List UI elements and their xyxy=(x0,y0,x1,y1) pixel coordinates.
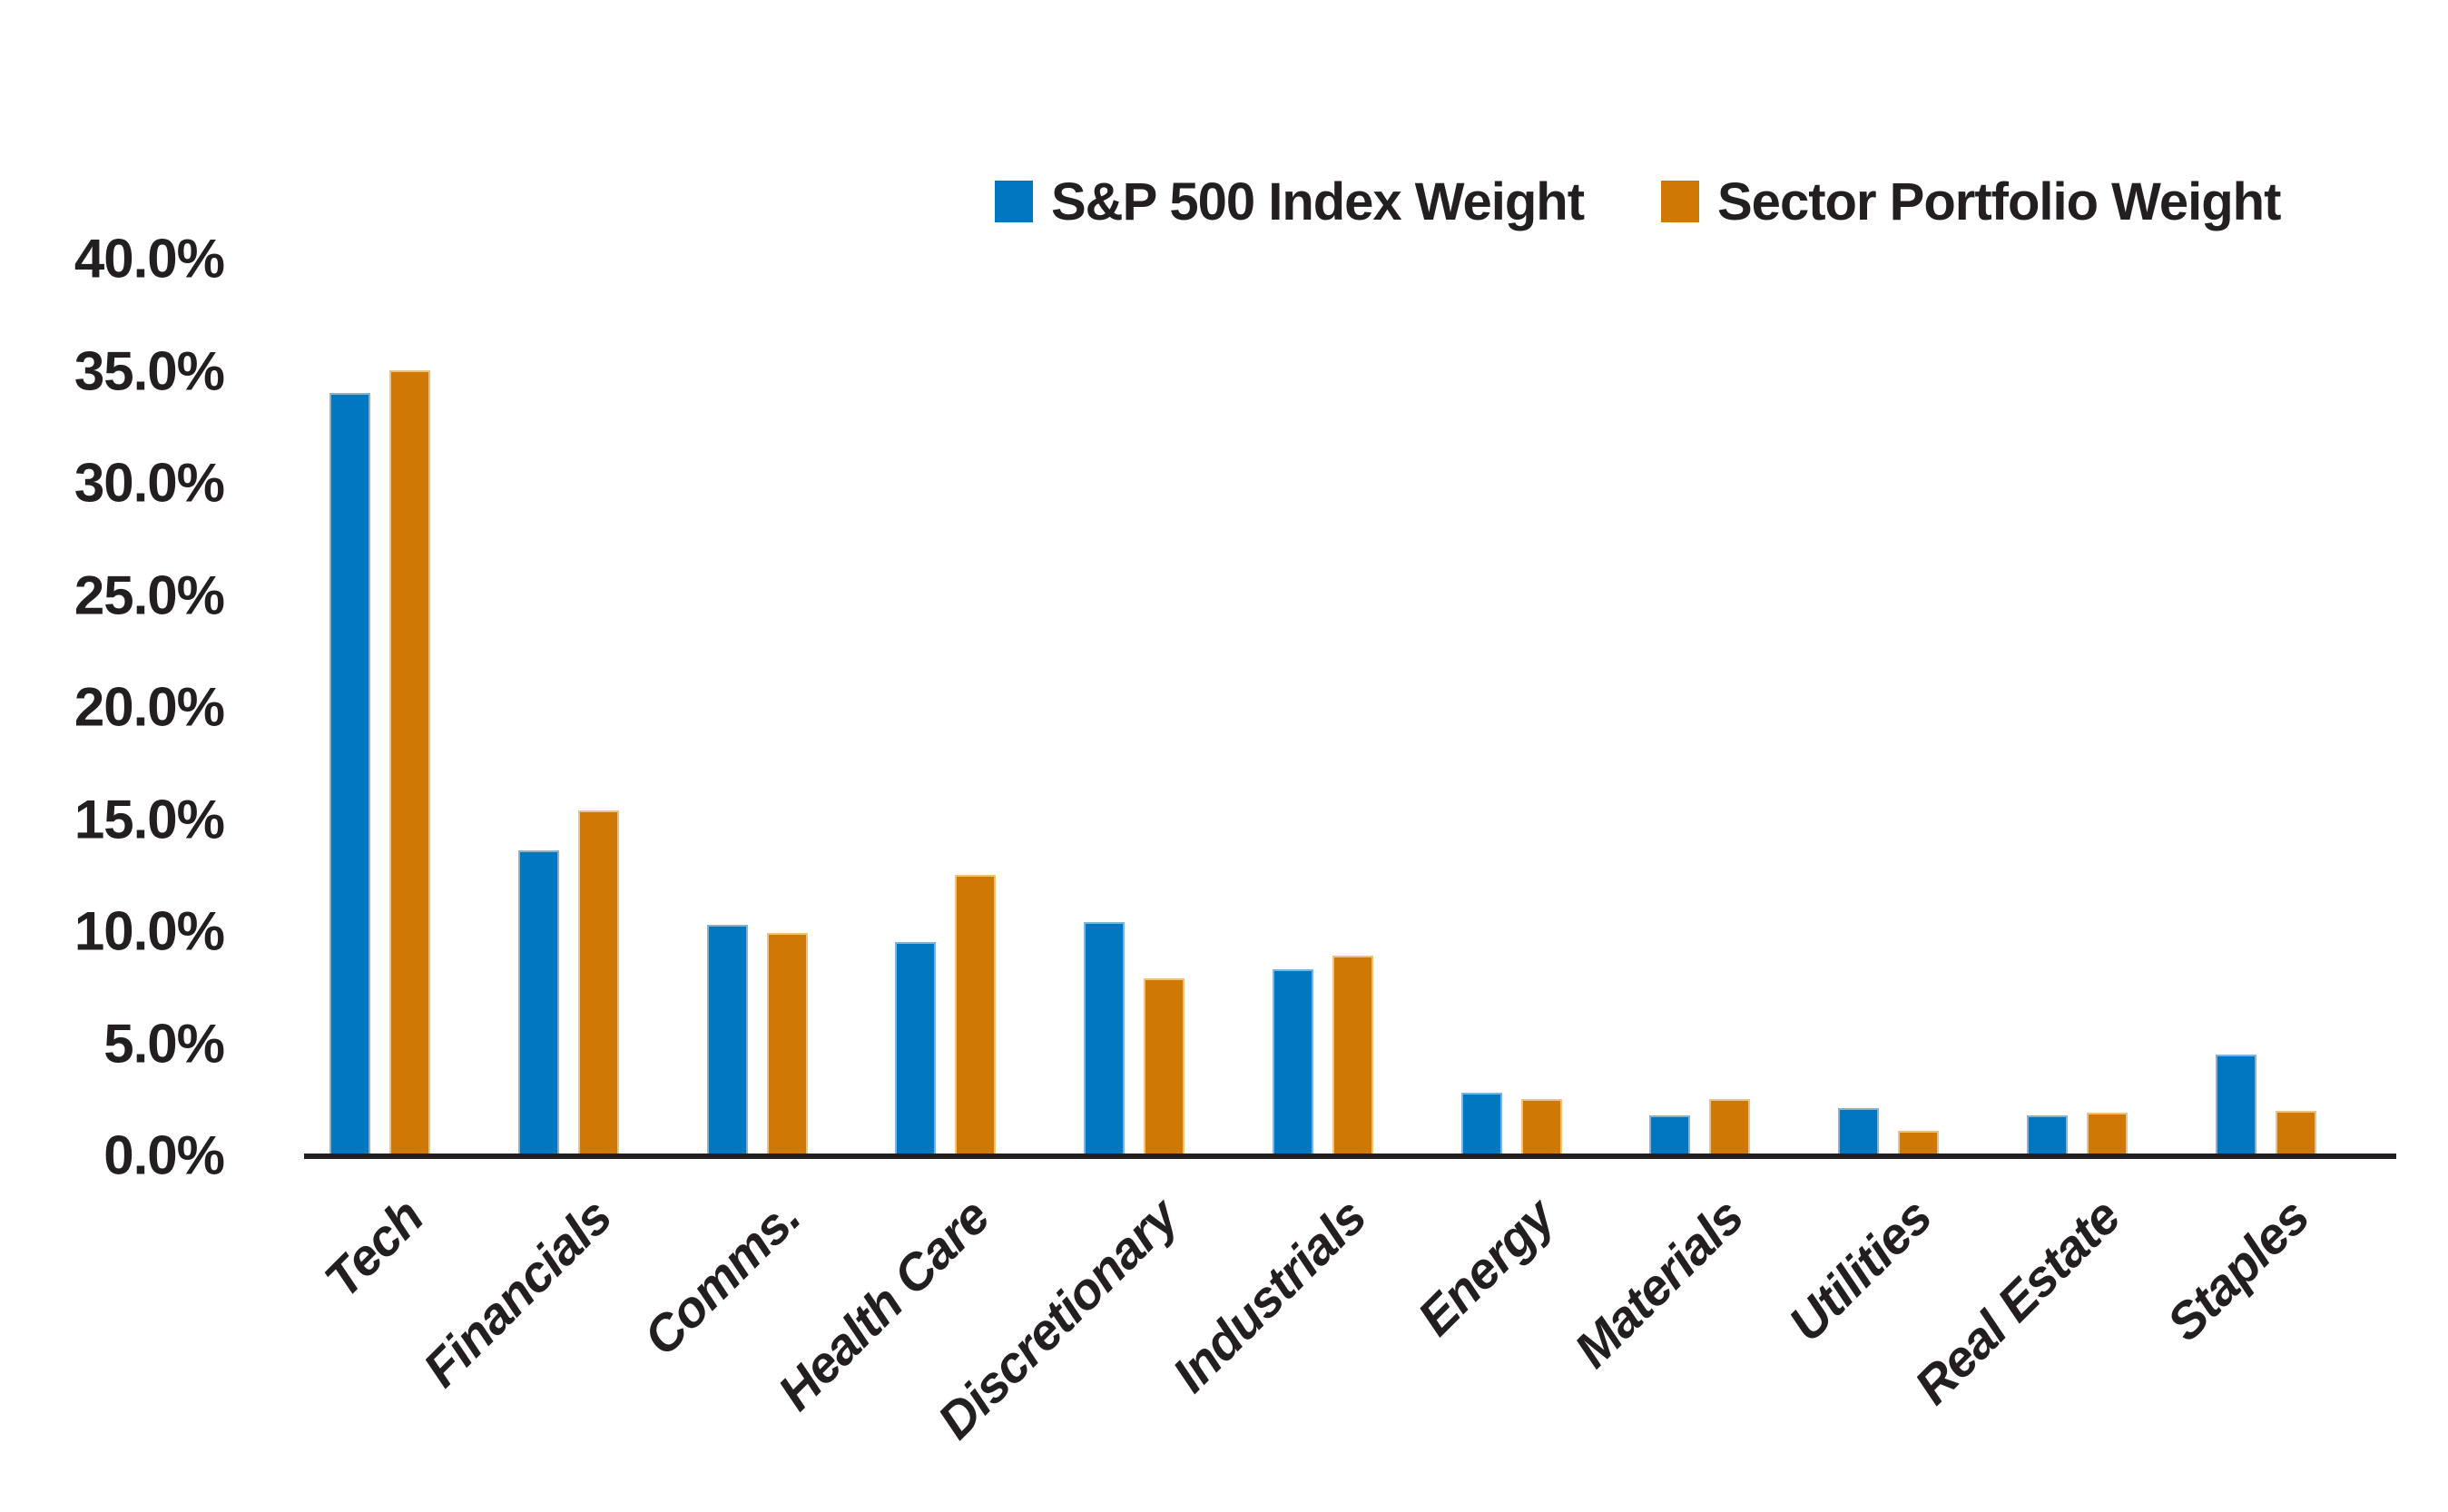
y-tick-label-35-0: 35.0% xyxy=(74,340,225,401)
legend-item-sp500-index-weight: S&P 500 Index Weight xyxy=(995,172,1585,231)
bar-s-p-500-index-weight-health-care xyxy=(895,942,937,1155)
bar-sector-portfolio-weight-financials xyxy=(577,810,619,1155)
bar-s-p-500-index-weight-staples xyxy=(2215,1055,2256,1155)
bar-s-p-500-index-weight-utilities xyxy=(1838,1108,1879,1155)
bar-sector-portfolio-weight-real-estate xyxy=(2086,1113,2128,1155)
x-tick-label-industrials: Industrials xyxy=(1161,1187,1377,1403)
bar-s-p-500-index-weight-industrials xyxy=(1272,969,1313,1155)
plot-area xyxy=(304,259,2396,1155)
bar-sector-portfolio-weight-utilities xyxy=(1898,1131,1939,1155)
x-tick-label-staples: Staples xyxy=(2155,1187,2320,1352)
x-tick-label-tech: Tech xyxy=(313,1187,434,1309)
bar-s-p-500-index-weight-comms xyxy=(706,925,748,1155)
y-tick-label-30-0: 30.0% xyxy=(74,452,225,514)
legend-item-sector-portfolio-weight: Sector Portfolio Weight xyxy=(1661,172,2281,231)
y-tick-label-25-0: 25.0% xyxy=(74,565,225,625)
bar-s-p-500-index-weight-tech xyxy=(329,393,370,1155)
bar-sector-portfolio-weight-comms xyxy=(766,933,808,1155)
y-tick-label-20-0: 20.0% xyxy=(74,676,225,738)
bar-sector-portfolio-weight-industrials xyxy=(1332,956,1373,1155)
x-tick-label-materials: Materials xyxy=(1563,1187,1755,1379)
legend-swatch-sp500-index-weight xyxy=(995,181,1033,222)
x-tick-label-utilities: Utilities xyxy=(1777,1187,1942,1352)
y-tick-label-10-0: 10.0% xyxy=(74,900,225,962)
bar-s-p-500-index-weight-materials xyxy=(1649,1115,1691,1155)
y-tick-label-5-0: 5.0% xyxy=(103,1013,225,1074)
bar-s-p-500-index-weight-real-estate xyxy=(2026,1115,2068,1155)
bar-s-p-500-index-weight-energy xyxy=(1460,1093,1502,1155)
legend-swatch-sector-portfolio-weight xyxy=(1661,181,1699,222)
bar-sector-portfolio-weight-discretionary xyxy=(1144,978,1185,1155)
x-tick-label-energy: Energy xyxy=(1406,1187,1566,1347)
x-axis-line xyxy=(304,1154,2396,1159)
x-tick-label-financials: Financials xyxy=(412,1187,623,1398)
y-tick-label-15-0: 15.0% xyxy=(74,789,225,849)
y-tick-label-40-0: 40.0% xyxy=(74,228,225,290)
legend-label-sp500-index-weight: S&P 500 Index Weight xyxy=(1051,172,1585,231)
bar-sector-portfolio-weight-staples xyxy=(2275,1111,2316,1155)
x-tick-label-real-estate: Real Estate xyxy=(1903,1187,2131,1415)
bar-sector-portfolio-weight-tech xyxy=(389,370,430,1155)
bar-sector-portfolio-weight-health-care xyxy=(955,875,997,1155)
y-tick-label-0-0: 0.0% xyxy=(103,1124,225,1186)
x-tick-label-comms: Comms. xyxy=(632,1187,811,1367)
bar-sector-portfolio-weight-energy xyxy=(1520,1099,1562,1155)
bar-sector-portfolio-weight-materials xyxy=(1709,1099,1751,1155)
bar-s-p-500-index-weight-discretionary xyxy=(1084,922,1125,1155)
legend-label-sector-portfolio-weight: Sector Portfolio Weight xyxy=(1717,172,2281,231)
bar-s-p-500-index-weight-financials xyxy=(517,850,559,1155)
